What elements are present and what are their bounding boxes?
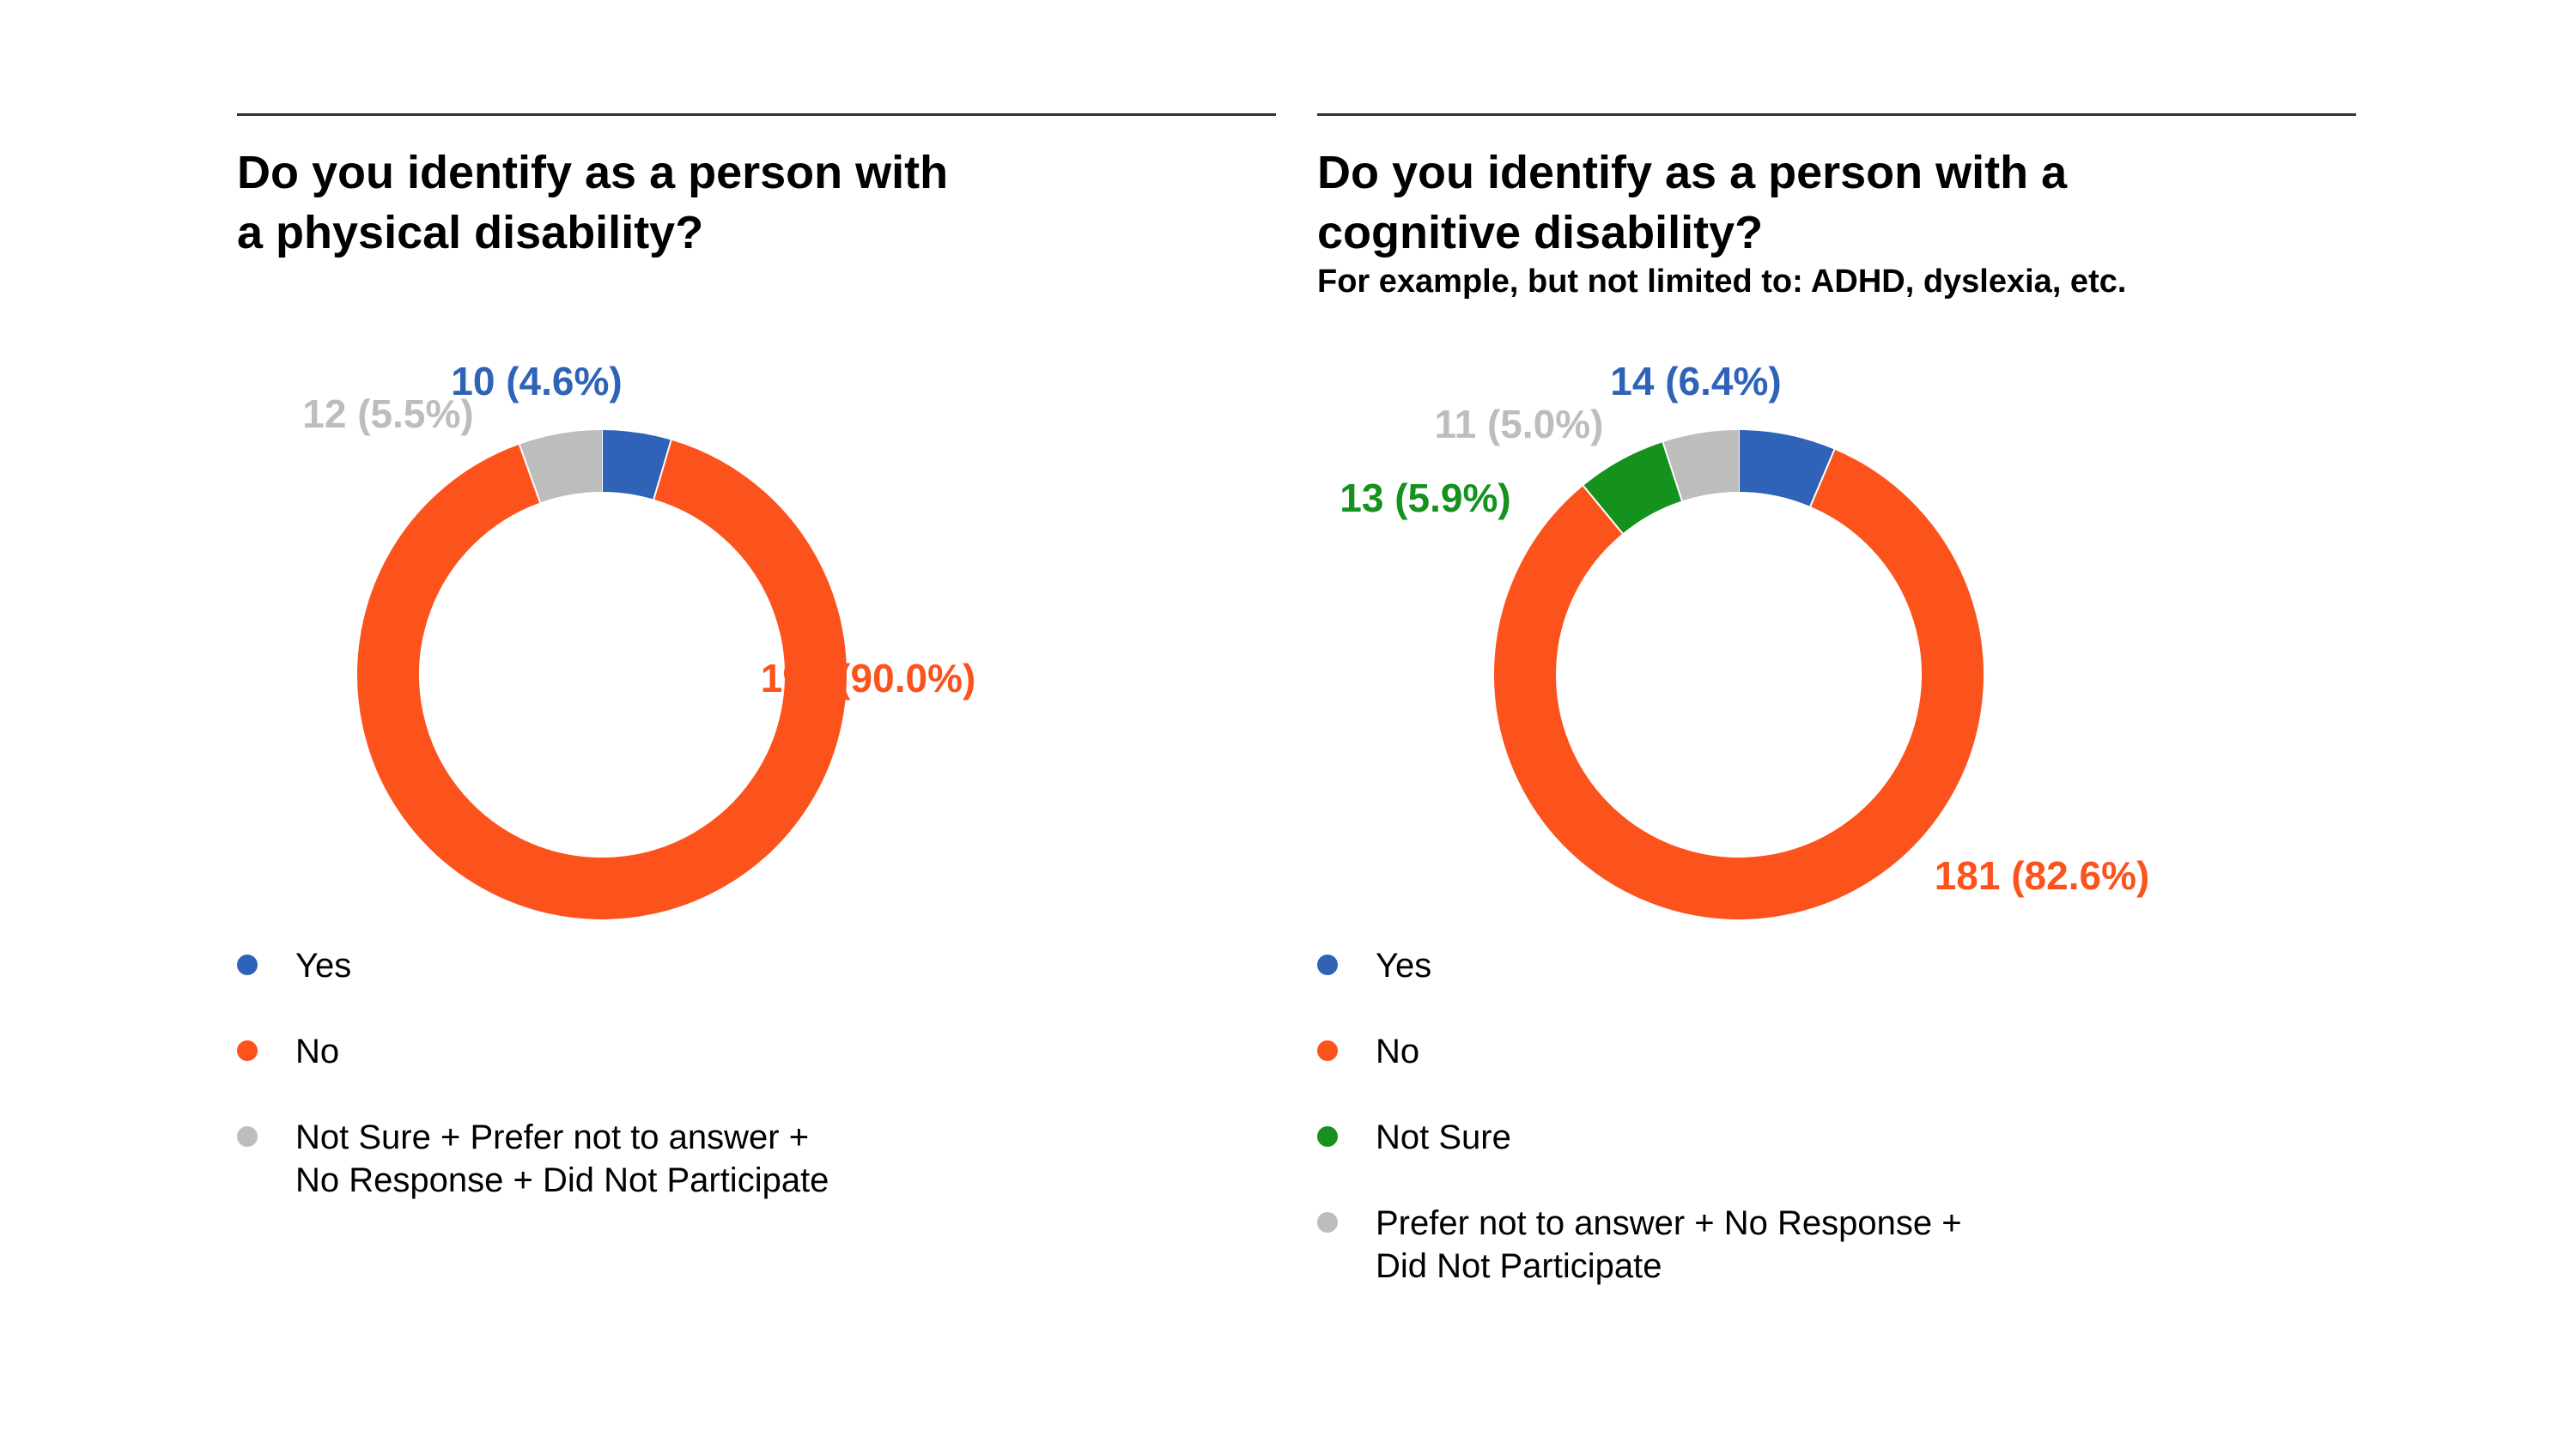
legend-label: Not Sure + Prefer not to answer + No Res… [295, 1119, 829, 1199]
legend-dot-icon [237, 1040, 258, 1061]
legend-label: Yes [295, 947, 352, 985]
legend-label: Yes [1376, 947, 1432, 985]
chart-legend: Yes No Not Sure Prefer not to answer + No R… [1317, 944, 2262, 1331]
slice-data-label: 13 (5.9%) [1340, 476, 1510, 520]
legend-dot-icon [237, 1126, 258, 1147]
slice-data-label: 14 (6.4%) [1610, 359, 1781, 403]
top-divider [1317, 113, 2356, 116]
legend-item: Not Sure [1317, 1116, 2262, 1159]
legend-item: Yes [237, 944, 1182, 987]
legend-item: No [237, 1030, 1182, 1073]
donut-chart: 14 (6.4%) 181 (82.6%) 13 (5.9%) 11 (5.0%) [1340, 359, 2150, 919]
donut-slice-yes [1738, 430, 1835, 507]
donut-slice-not [519, 430, 603, 503]
slice-data-label: 181 (82.6%) [1935, 853, 2150, 898]
physical-disability-panel: Do you identify as a person with a physi… [237, 0, 1276, 1449]
legend-item: Prefer not to answer + No Response + Did… [1317, 1202, 2262, 1288]
legend-dot-icon [1317, 1212, 1338, 1233]
cognitive-disability-panel: Do you identify as a person with a cogni… [1317, 0, 2356, 1449]
slice-data-label: 12 (5.5%) [302, 391, 473, 436]
slice-data-label: 10 (4.6%) [451, 359, 622, 403]
donut-chart: 10 (4.6%) 197 (90.0%) 12 (5.5%) [302, 359, 976, 919]
slice-separator [653, 440, 672, 500]
slice-separator [1809, 449, 1836, 507]
slice-separator [1662, 441, 1683, 501]
chart-title: Do you identify as a person with a physi… [237, 147, 949, 258]
legend-dot-icon [1317, 1126, 1338, 1147]
legend-label: Prefer not to answer + No Response + Did… [1376, 1204, 1962, 1285]
slice-data-label: 197 (90.0%) [761, 656, 976, 700]
donut-slice-no [357, 440, 847, 919]
legend-item: Not Sure + Prefer not to answer + No Res… [237, 1116, 1182, 1202]
slice-separator [518, 444, 542, 503]
slice-separator [1583, 485, 1624, 535]
chart-subtitle: For example, but not limited to: ADHD, d… [1317, 264, 2127, 300]
legend-label: Not Sure [1376, 1119, 1511, 1156]
legend-dot-icon [1317, 955, 1338, 975]
slice-data-label: 11 (5.0%) [1435, 402, 1604, 446]
chart-legend: Yes No Not Sure + Prefer not to answer + N… [237, 944, 1182, 1245]
legend-label: No [295, 1033, 340, 1070]
donut-slice-not [1583, 442, 1683, 535]
donut-slice-prefer [1662, 430, 1740, 501]
legend-item: Yes [1317, 944, 2262, 987]
chart-title: Do you identify as a person with a cogni… [1317, 147, 2068, 258]
legend-item: No [1317, 1030, 2262, 1073]
legend-label: No [1376, 1033, 1420, 1070]
legend-dot-icon [237, 955, 258, 975]
donut-slice-no [1494, 449, 1984, 919]
legend-dot-icon [1317, 1040, 1338, 1061]
donut-slice-yes [601, 430, 671, 500]
top-divider [237, 113, 1276, 116]
